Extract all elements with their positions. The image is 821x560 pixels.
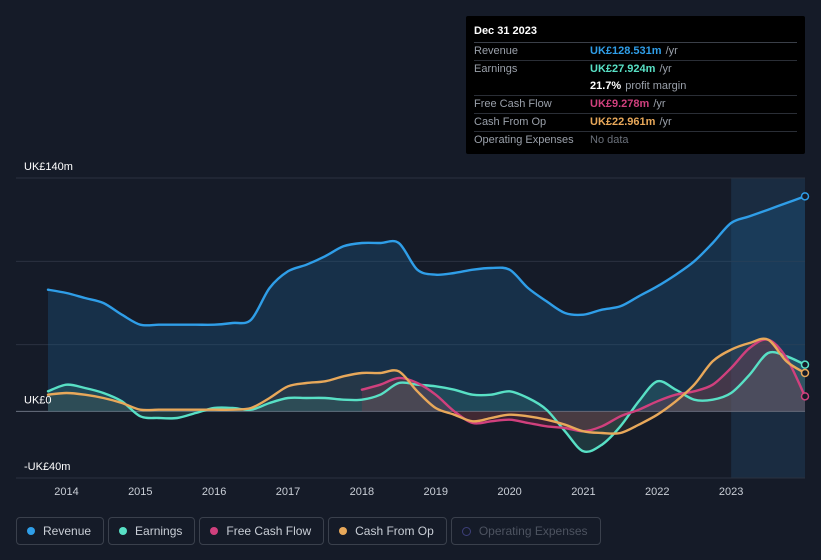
revenue-dot-icon <box>27 527 35 535</box>
legend-operating-expenses[interactable]: Operating Expenses <box>450 517 601 545</box>
tooltip-value: UK£22.961m <box>590 116 656 128</box>
legend-label: Operating Expenses <box>478 524 588 538</box>
tooltip-date: Dec 31 2023 <box>474 24 797 43</box>
x-tick-label: 2016 <box>202 486 226 498</box>
series-end-dots <box>800 192 810 401</box>
tooltip-panel: Dec 31 2023 Revenue UK£128.531m /yr Earn… <box>466 16 805 154</box>
x-tick-label: 2020 <box>497 486 521 498</box>
tooltip-label: Revenue <box>474 45 519 57</box>
tooltip-row-margin: 21.7% profit margin <box>474 78 797 96</box>
revenue-line <box>46 195 807 327</box>
cash-from-op-dot-icon <box>339 527 348 535</box>
earnings-end-point <box>800 360 810 369</box>
revenue-area <box>48 196 805 412</box>
legend-revenue[interactable]: Revenue <box>16 517 105 545</box>
profit-margin-value: 21.7% <box>590 80 622 92</box>
y-tick-label: UK£140m <box>24 161 73 173</box>
tooltip-row-opex: Operating Expenses No data <box>474 132 797 149</box>
y-tick-label: UK£0 <box>24 394 52 406</box>
tooltip-unit: /yr <box>659 63 672 75</box>
tooltip-unit: /yr <box>665 45 678 57</box>
cash-from-op-end-point <box>800 368 810 378</box>
legend-free-cash-flow[interactable]: Free Cash Flow <box>199 517 325 545</box>
tooltip-label: Cash From Op <box>474 116 547 128</box>
x-tick-label: 2019 <box>423 486 447 498</box>
free-cash-flow-area <box>361 339 805 432</box>
y-axis-labels: UK£140m UK£0 -UK£40m <box>24 161 73 473</box>
tooltip-unit: /yr <box>653 98 666 110</box>
x-tick-label: 2017 <box>276 486 300 498</box>
tooltip-value: No data <box>590 134 629 146</box>
legend-label: Free Cash Flow <box>226 524 312 538</box>
legend-earnings[interactable]: Earnings <box>108 517 196 545</box>
legend-label: Cash From Op <box>355 524 434 538</box>
tooltip-row-revenue: Revenue UK£128.531m /yr <box>474 43 797 61</box>
x-tick-label: 2022 <box>645 486 669 498</box>
tooltip-unit: /yr <box>659 116 672 128</box>
tooltip-value: UK£9.278m <box>590 98 650 110</box>
tooltip-row-cfo: Cash From Op UK£22.961m /yr <box>474 114 797 132</box>
legend-cash-from-op[interactable]: Cash From Op <box>328 517 447 545</box>
legend-label: Earnings <box>135 524 183 538</box>
cash-from-op-line <box>46 337 807 435</box>
free-cash-flow-dot-icon <box>210 527 219 535</box>
tooltip-row-earnings: Earnings UK£27.924m /yr <box>474 61 797 78</box>
legend-label: Revenue <box>43 524 92 538</box>
tooltip-label: Free Cash Flow <box>474 98 552 110</box>
tooltip-label: Earnings <box>474 63 518 75</box>
x-tick-label: 2018 <box>350 486 374 498</box>
earnings-dot-icon <box>119 527 128 535</box>
tooltip-label: Operating Expenses <box>474 134 574 146</box>
free-cash-flow-end-point <box>800 392 810 401</box>
x-axis-labels: 2014 2015 2016 2017 2018 2019 2020 2021 2022 2023 <box>54 486 743 498</box>
operating-expenses-dot-icon <box>461 526 471 536</box>
y-tick-label: -UK£40m <box>24 461 70 473</box>
revenue-end-point <box>800 192 810 201</box>
x-tick-label: 2021 <box>571 486 595 498</box>
forecast-highlight-band <box>731 178 805 478</box>
tooltip-value: UK£27.924m <box>590 63 656 75</box>
legend: Revenue Earnings Free Cash Flow Cash Fro… <box>16 517 601 545</box>
profit-margin-text: profit margin <box>625 80 687 92</box>
tooltip-row-fcf: Free Cash Flow UK£9.278m /yr <box>474 96 797 114</box>
x-tick-label: 2015 <box>128 486 152 498</box>
x-tick-label: 2023 <box>719 486 743 498</box>
series-lines <box>46 195 807 454</box>
earnings-line <box>46 350 807 454</box>
x-tick-label: 2014 <box>54 486 78 498</box>
tooltip-value: UK£128.531m <box>590 45 662 57</box>
